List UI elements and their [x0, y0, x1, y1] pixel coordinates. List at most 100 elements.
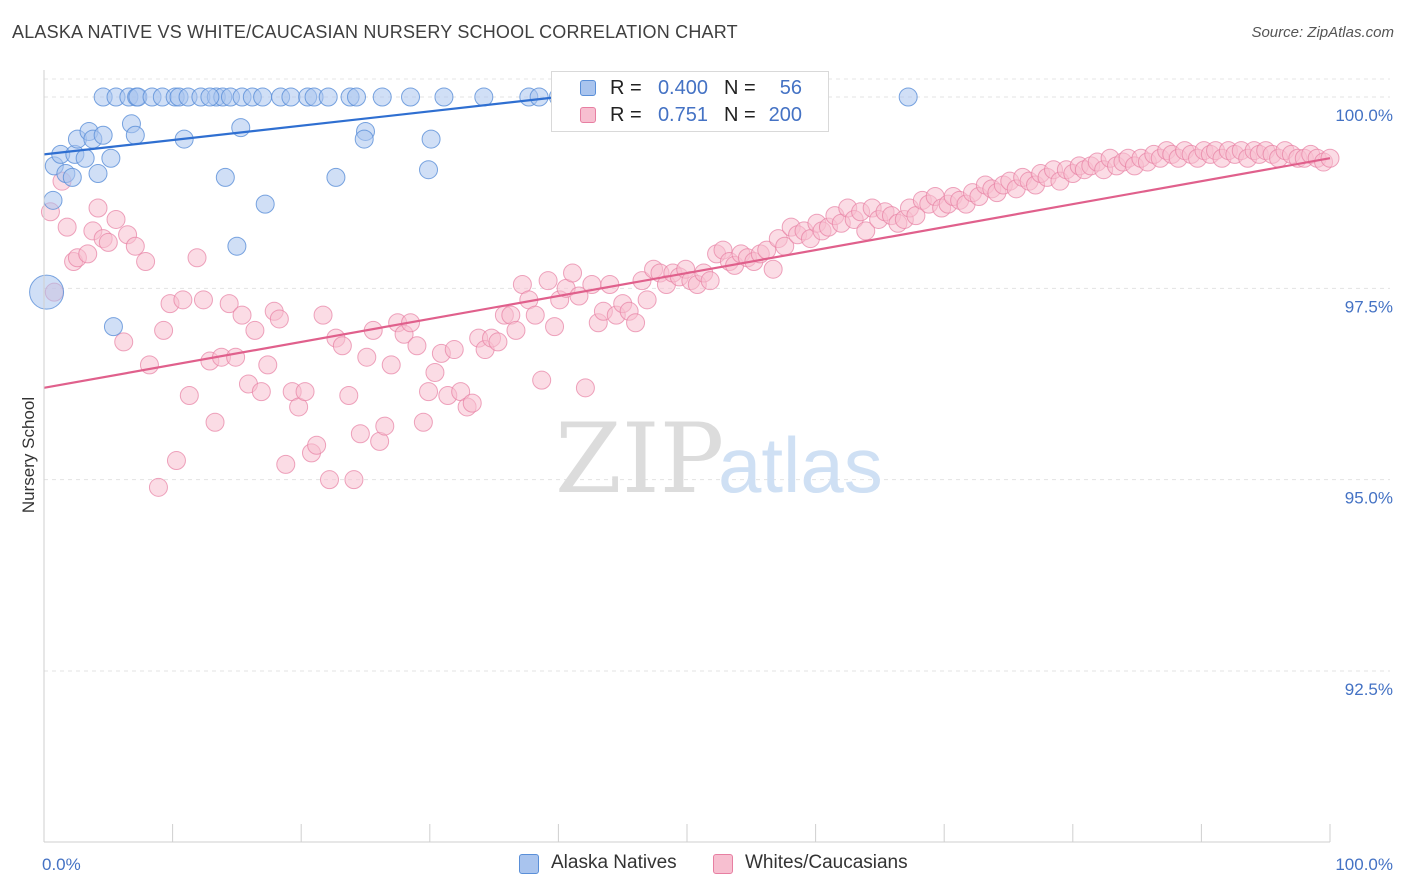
point-whites	[136, 252, 156, 272]
point-alaska	[227, 236, 247, 256]
point-alaska	[62, 167, 82, 187]
point-whites	[88, 198, 108, 218]
legend-r-value: 0.751	[657, 104, 708, 126]
point-whites	[179, 385, 199, 405]
point-whites	[344, 470, 364, 490]
legend-swatch-alaska	[580, 80, 596, 96]
point-alaska	[372, 87, 392, 107]
point-whites	[375, 416, 395, 436]
point-alaska	[281, 87, 301, 107]
point-whites	[407, 336, 427, 356]
point-alaska	[898, 87, 918, 107]
point-whites	[350, 424, 370, 444]
point-whites	[276, 454, 296, 474]
point-whites	[187, 248, 207, 268]
y-tick-label: 97.5%	[1345, 297, 1393, 316]
point-whites	[319, 470, 339, 490]
point-whites	[219, 294, 239, 314]
point-whites	[626, 313, 646, 333]
point-whites	[488, 332, 508, 352]
point-alaska	[93, 125, 113, 145]
point-whites	[600, 275, 620, 295]
point-whites	[425, 363, 445, 383]
point-whites	[462, 393, 482, 413]
point-whites	[413, 412, 433, 432]
point-alaska	[434, 87, 454, 107]
watermark-atlas: atlas	[718, 421, 883, 509]
point-alaska	[75, 148, 95, 168]
legend-swatch-whites	[580, 107, 596, 123]
point-whites	[166, 451, 186, 471]
bottom-legend: Alaska Natives Whites/Caucasians	[0, 851, 1406, 877]
point-whites	[313, 305, 333, 325]
legend-r-label: R =	[610, 77, 642, 99]
bottom-legend-label: Alaska Natives	[551, 852, 677, 873]
point-alaska	[215, 167, 235, 187]
point-whites	[114, 332, 134, 352]
point-whites	[538, 271, 558, 291]
point-whites	[357, 347, 377, 367]
trend-line-alaska	[43, 95, 559, 156]
point-alaska	[401, 87, 421, 107]
point-whites	[332, 336, 352, 356]
point-whites	[545, 317, 565, 337]
point-whites	[563, 263, 583, 283]
point-whites	[506, 320, 526, 340]
point-alaska	[255, 194, 275, 214]
point-alaska	[29, 274, 65, 310]
x-tick-label: 0.0%	[42, 855, 81, 874]
point-whites	[173, 290, 193, 310]
point-whites	[232, 305, 252, 325]
point-whites	[700, 271, 720, 291]
legend-row-alaska: R = 0.400 N = 56	[552, 76, 828, 102]
point-whites	[575, 378, 595, 398]
point-alaska	[346, 87, 366, 107]
legend-n-label: N =	[724, 77, 756, 99]
point-alaska	[529, 87, 549, 107]
point-whites	[307, 435, 327, 455]
legend-r-value: 0.400	[657, 77, 708, 99]
point-alaska	[101, 148, 121, 168]
axes	[43, 70, 1331, 843]
point-whites	[763, 259, 783, 279]
series-alaska-points	[29, 87, 918, 337]
point-whites	[78, 244, 98, 264]
point-whites	[205, 412, 225, 432]
point-whites	[856, 221, 876, 241]
bottom-legend-swatch-alaska	[519, 854, 539, 874]
point-alaska	[419, 160, 439, 180]
bottom-legend-swatch-whites	[713, 854, 733, 874]
chart-title: ALASKA NATIVE VS WHITE/CAUCASIAN NURSERY…	[12, 22, 738, 42]
point-alaska	[421, 129, 441, 149]
bottom-legend-label: Whites/Caucasians	[745, 852, 908, 873]
point-whites	[154, 320, 174, 340]
point-whites	[98, 232, 118, 252]
point-whites	[106, 209, 126, 229]
point-whites	[251, 382, 271, 402]
y-tick-label: 92.5%	[1345, 680, 1393, 699]
legend-row-whites: R = 0.751 N = 200	[552, 103, 828, 129]
point-alaska	[326, 167, 346, 187]
point-alaska	[354, 129, 374, 149]
point-alaska	[318, 87, 338, 107]
watermark-zip: ZIP	[555, 403, 724, 515]
y-axis-label: Nursery School	[19, 397, 38, 513]
y-tick-label: 95.0%	[1345, 489, 1393, 508]
point-whites	[532, 370, 552, 390]
point-whites	[419, 382, 439, 402]
point-alaska	[253, 87, 273, 107]
point-whites	[226, 347, 246, 367]
y-tick-label: 100.0%	[1335, 106, 1393, 125]
point-whites	[245, 320, 265, 340]
x-tick-label: 100.0%	[1335, 855, 1393, 874]
legend: R = 0.400 N = 56 R = 0.751 N = 200	[551, 71, 829, 132]
point-whites	[258, 355, 278, 375]
legend-n-value: 56	[779, 77, 802, 99]
point-whites	[381, 355, 401, 375]
trend-lines	[43, 95, 1331, 389]
point-whites	[295, 382, 315, 402]
trend-line-whites	[43, 157, 1331, 389]
point-whites	[125, 236, 145, 256]
source-label: Source: ZipAtlas.com	[1251, 24, 1394, 41]
point-alaska	[103, 317, 123, 337]
